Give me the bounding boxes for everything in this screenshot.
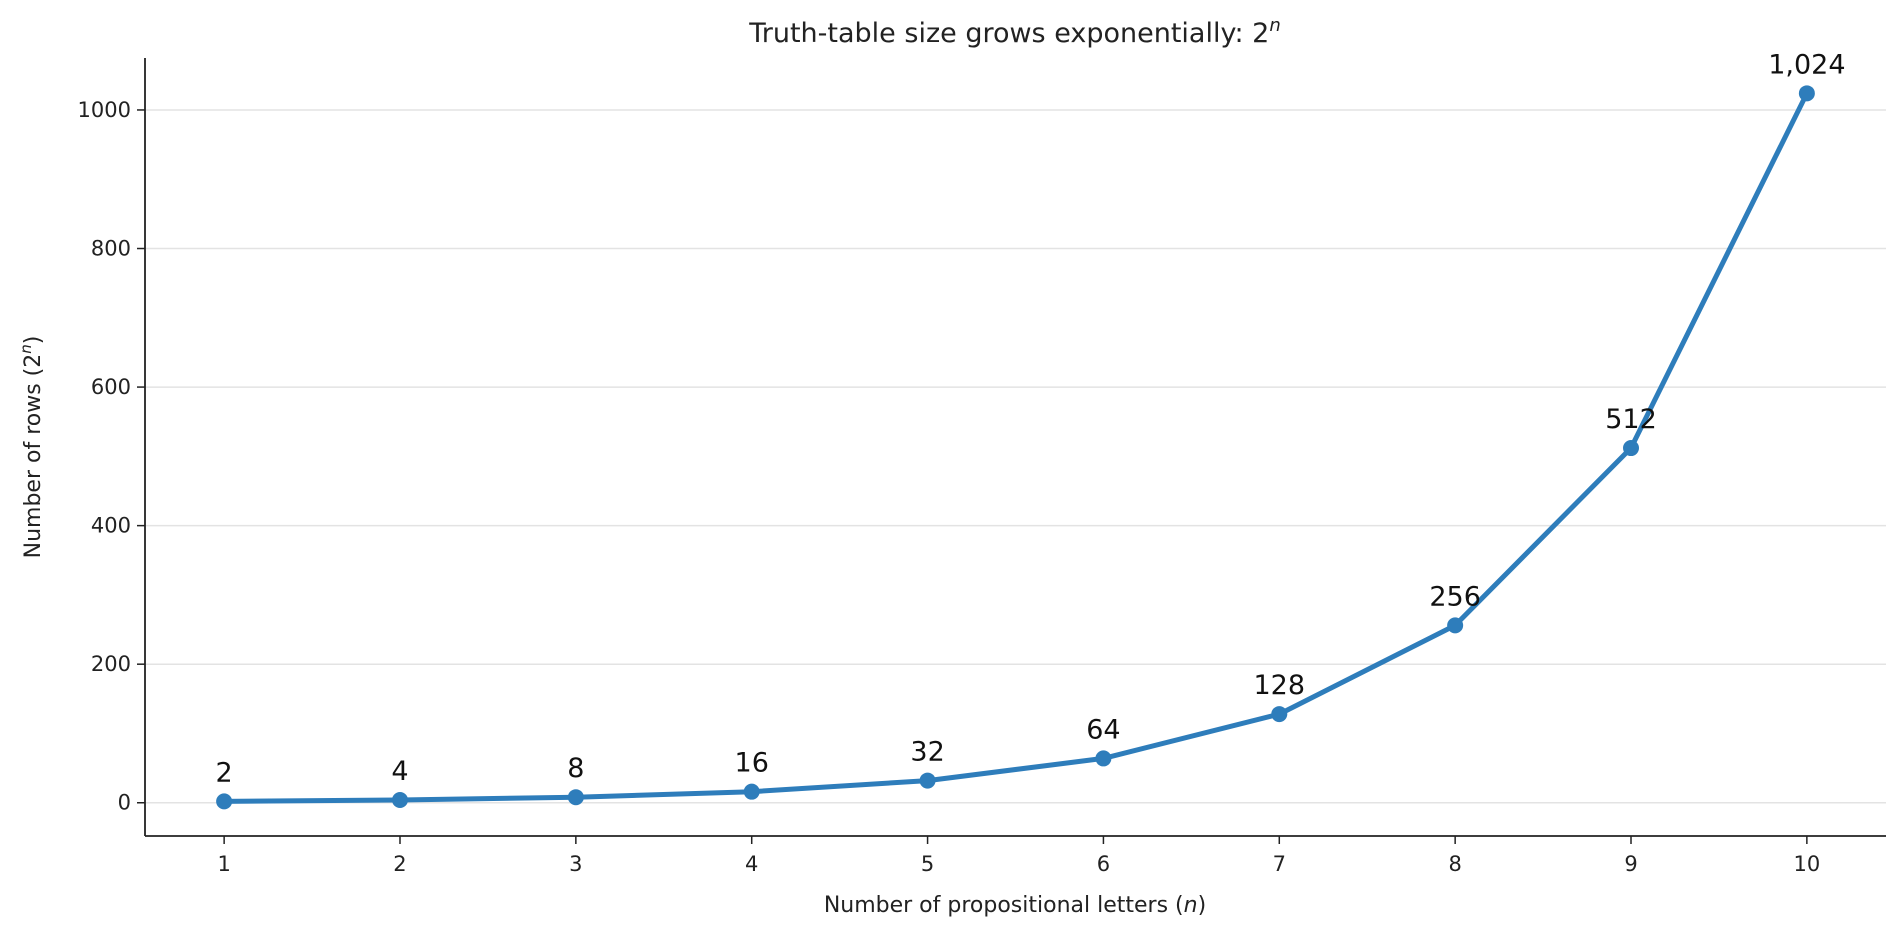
x-axis-label: Number of propositional letters (n) [824,893,1206,918]
data-labels: 2 4 8 16 32 64 128 256 512 1,024 [216,49,1846,788]
data-label: 4 [391,756,408,787]
data-label: 32 [910,737,944,768]
y-tick-label: 400 [91,514,131,538]
y-tick-label: 800 [91,237,131,261]
axes [144,58,1886,837]
grid-lines [145,109,1886,804]
x-tick-label: 1 [217,852,230,876]
data-point [1095,750,1112,767]
data-label: 16 [735,748,769,779]
data-point [391,791,408,808]
y-axis-label: Number of rows (2n) [17,336,46,559]
x-tick-label: 9 [1624,852,1637,876]
data-point [216,793,233,810]
data-label: 64 [1086,714,1120,745]
x-tick-label: 3 [569,852,582,876]
series-group [216,85,1815,810]
x-tick-label: 10 [1793,852,1820,876]
y-tick-label: 600 [91,375,131,399]
data-point [567,789,584,806]
data-point [1798,85,1815,102]
y-tick-label: 200 [91,652,131,676]
data-point [743,783,760,800]
data-point [1447,617,1464,634]
x-tick-label: 6 [1097,852,1110,876]
y-tick-label: 0 [118,791,131,815]
x-tick-label: 5 [921,852,934,876]
x-tick-label: 7 [1273,852,1286,876]
x-tick-label: 4 [745,852,758,876]
data-point [1623,440,1640,457]
data-point [1271,706,1288,723]
data-label: 2 [216,757,233,788]
y-axis-ticks: 0 200 400 600 800 1000 [78,98,145,815]
data-point [919,772,936,789]
data-label: 128 [1254,670,1306,701]
x-tick-label: 8 [1448,852,1461,876]
data-label: 512 [1605,404,1657,435]
data-label: 256 [1429,581,1481,612]
data-label: 8 [567,753,584,784]
chart-title: Truth-table size grows exponentially: 2n [748,15,1281,49]
x-tick-label: 2 [393,852,406,876]
data-label: 1,024 [1768,49,1845,80]
series-line [221,90,1810,804]
y-tick-label: 1000 [78,98,131,122]
x-axis-ticks: 1 2 3 4 5 6 7 8 9 10 [217,836,1820,876]
